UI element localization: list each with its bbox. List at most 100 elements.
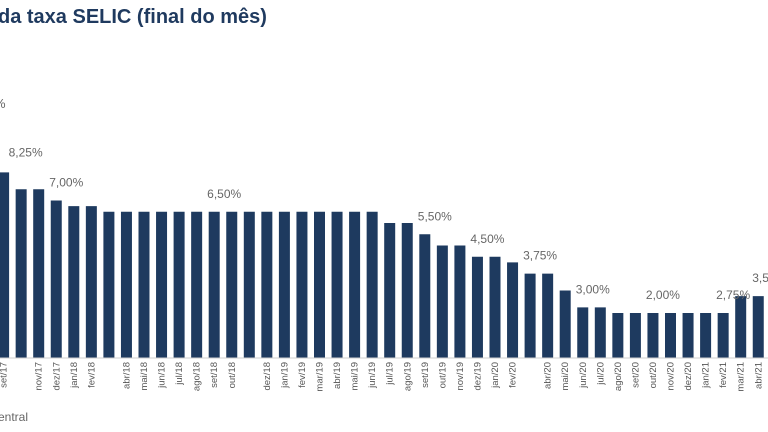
bar-nov/17 (33, 189, 45, 358)
x-tick-label: jan/19 (279, 362, 290, 389)
x-tick-label: ago/20 (613, 362, 624, 391)
data-label: 2,00% (646, 288, 680, 302)
bar-set/19 (419, 234, 431, 358)
x-tick-label: fev/21 (718, 362, 729, 388)
bar-mai/18 (138, 211, 150, 358)
bar-ago/19 (401, 223, 413, 358)
bar-dez/19 (471, 256, 483, 358)
x-tick-label: mar/19 (315, 362, 326, 392)
bar-dez/18 (261, 211, 273, 358)
bar-mai/19 (349, 211, 361, 358)
x-tick-label: jun/18 (157, 362, 168, 389)
x-tick-label: set/19 (420, 362, 431, 388)
x-tick-label: fev/20 (508, 362, 519, 388)
x-tick-label: set/20 (630, 362, 641, 388)
x-tick-label: mai/19 (350, 362, 361, 391)
bar-fev/21 (717, 313, 729, 358)
x-tick-label: ago/19 (402, 362, 413, 391)
data-label: 3,75% (523, 249, 557, 263)
bar-dez/17 (50, 200, 62, 358)
x-tick-label: jul/19 (385, 362, 396, 386)
bar-out/19 (436, 245, 448, 358)
bar-jun/20 (577, 307, 589, 359)
data-label: 7,00% (49, 176, 83, 190)
bar-out/18 (226, 211, 238, 358)
bar-mar/21 (735, 296, 747, 359)
bar-jul/19 (384, 223, 396, 358)
x-tick-label: jul/18 (174, 362, 185, 386)
bar-abr/19 (331, 211, 343, 358)
bar-nov/18 (243, 211, 255, 358)
bar-jul/18 (173, 211, 185, 358)
data-label: 6,50% (207, 187, 241, 201)
x-tick-label: mai/20 (560, 362, 571, 391)
x-tick-label: ago/18 (192, 362, 203, 391)
bar-jan/20 (489, 256, 501, 358)
bar-jun/19 (366, 211, 378, 358)
x-tick-label: fev/19 (297, 362, 308, 388)
x-tick-label: abr/21 (753, 362, 764, 389)
x-tick-label: dez/17 (51, 362, 62, 391)
x-tick-label: nov/20 (666, 362, 677, 391)
x-tick-label: abr/18 (121, 362, 132, 389)
x-tick-labels-group: set/17 nov/17 dez/17 jan/18 fev/18 abr/18 mai/… (0, 362, 764, 392)
x-tick-label: fev/18 (86, 362, 97, 388)
bar-abr/20 (542, 273, 554, 359)
bar-out/20 (647, 313, 659, 358)
x-tick-label: nov/19 (455, 362, 466, 391)
bar-abr/18 (120, 211, 132, 358)
x-tick-label: abr/19 (332, 362, 343, 389)
x-tick-label: nov/17 (34, 362, 45, 391)
bar-mar/18 (103, 211, 115, 358)
bar-abr/21 (752, 296, 764, 359)
bar-nov/20 (665, 313, 676, 358)
bar-fev/19 (296, 211, 308, 358)
x-tick-label: set/18 (209, 362, 220, 388)
bar-dez/20 (682, 313, 694, 358)
bar-jun/18 (156, 211, 168, 358)
x-tick-label: jan/21 (701, 362, 712, 389)
data-label: 5,50% (418, 209, 452, 223)
bar-set/17 (0, 172, 10, 359)
x-tick-label: jun/20 (578, 362, 589, 389)
bar-set/20 (629, 313, 641, 358)
x-tick-label: out/20 (648, 362, 659, 388)
bar-fev/18 (85, 206, 97, 359)
bar-ago/18 (191, 211, 203, 358)
x-tick-label: mar/21 (736, 362, 747, 392)
x-tick-label: dez/18 (262, 362, 273, 391)
data-label: 8,25% (9, 145, 43, 159)
x-tick-label: jul/20 (595, 362, 606, 386)
x-tick-label: out/19 (437, 362, 448, 388)
x-tick-label: dez/19 (472, 362, 483, 391)
bar-mai/20 (559, 290, 571, 358)
bar-ago/20 (612, 313, 624, 358)
x-tick-label: jan/18 (69, 362, 80, 389)
x-tick-label: set/17 (0, 362, 10, 388)
data-label: 4,50% (470, 232, 504, 246)
data-label: 2,75% (716, 288, 750, 302)
chart-title: da taxa SELIC (final do mês) (0, 6, 267, 28)
bar-jan/19 (278, 211, 290, 358)
data-labels-group: 8,25% 7,00% 6,50% 5,50% 4,50% 3,75% 3,00% 2,00%… (9, 145, 768, 302)
x-tick-label: jan/20 (490, 362, 501, 389)
bar-mar/19 (314, 211, 325, 358)
bar-mar/20 (524, 273, 536, 359)
x-tick-label: dez/20 (683, 362, 694, 391)
source-note: entral (0, 410, 29, 424)
x-tick-label: out/18 (227, 362, 238, 388)
bar-jul/20 (594, 307, 606, 359)
bar-fev/20 (507, 262, 519, 359)
x-tick-label: mai/18 (139, 362, 150, 391)
bars-group (0, 172, 764, 359)
bar-out/17 (15, 189, 27, 358)
x-tick-label: jun/19 (367, 362, 378, 389)
bar-chart: 8,25% 7,00% 6,50% 5,50% 4,50% 3,75% 3,00% 2,00%… (0, 145, 768, 392)
data-label: 3,00% (576, 282, 610, 296)
x-tick-label: abr/20 (543, 362, 554, 389)
bar-nov/19 (454, 245, 466, 358)
bar-jan/21 (700, 313, 712, 358)
axis-fragment-percent: % (0, 96, 6, 111)
data-label: 3,50 (752, 271, 768, 285)
bar-jan/18 (68, 206, 80, 359)
